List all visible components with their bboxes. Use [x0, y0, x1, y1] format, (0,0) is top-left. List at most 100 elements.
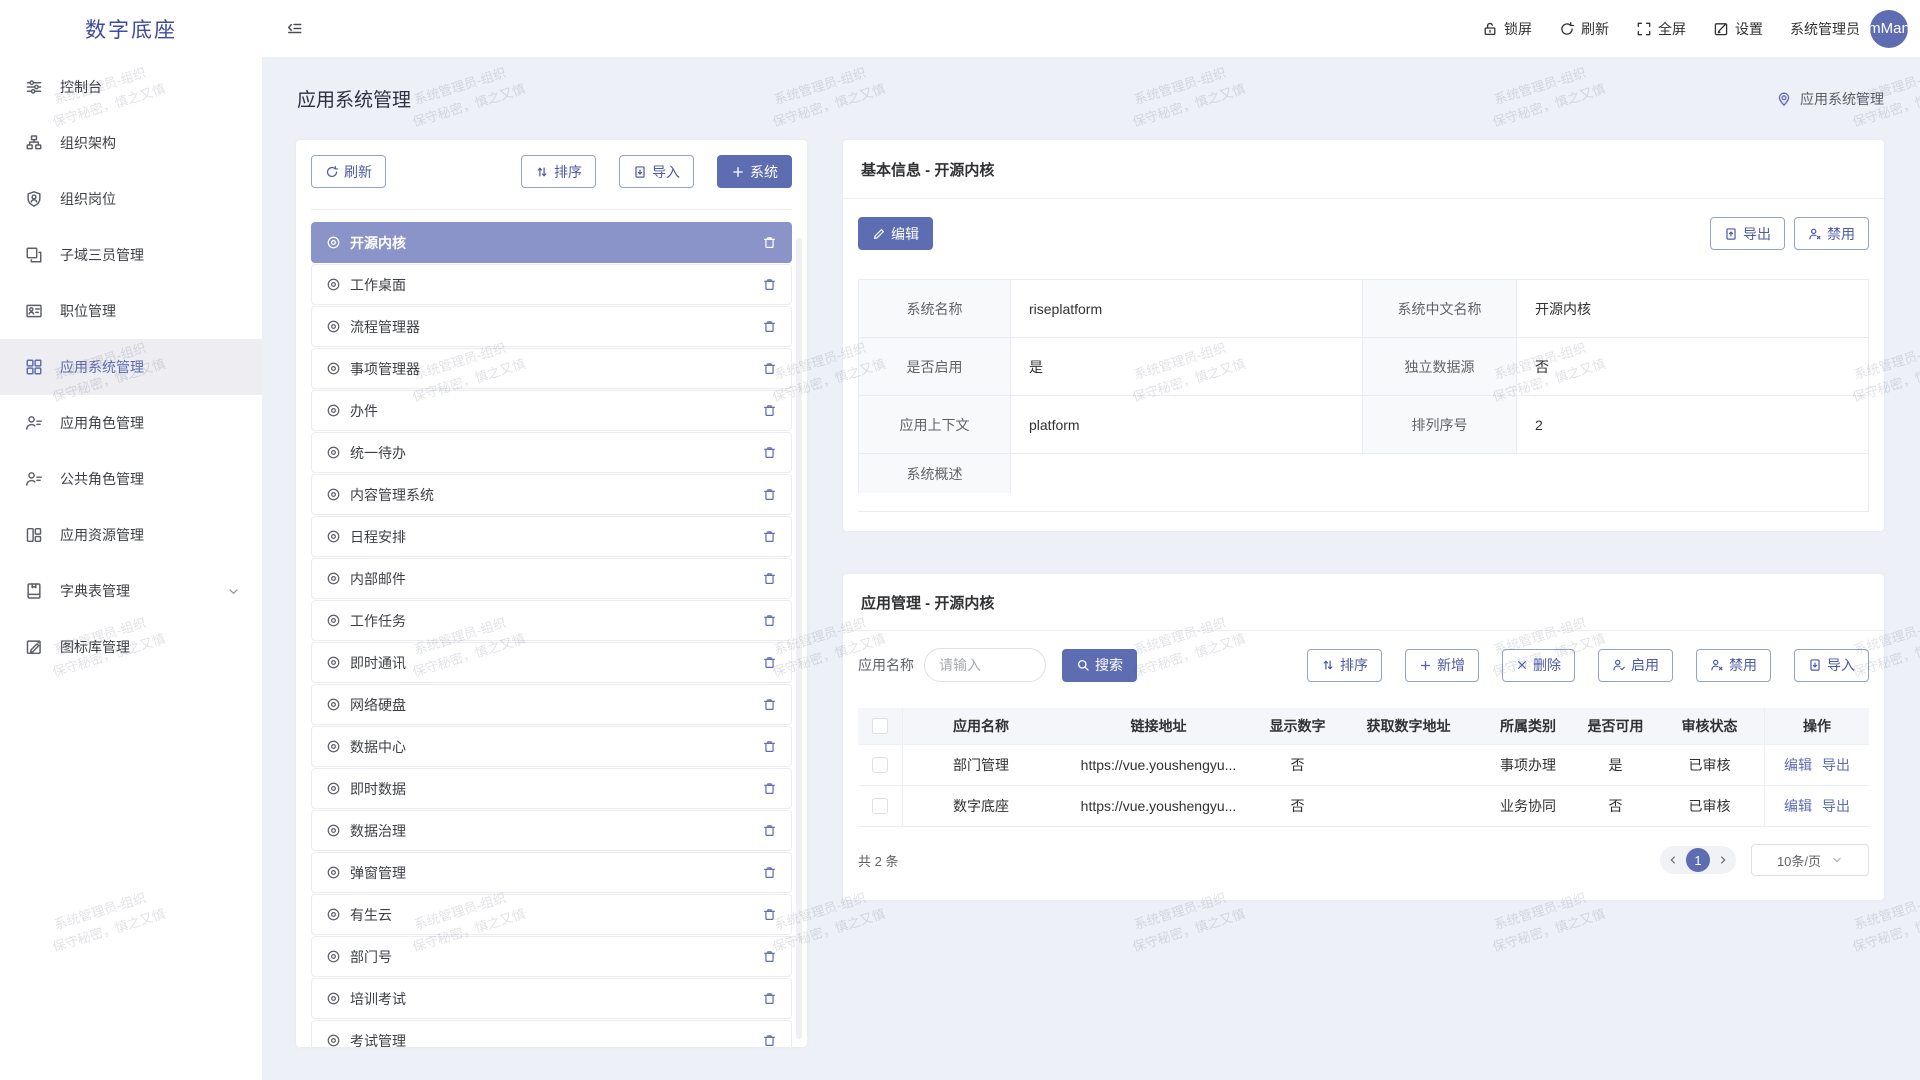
search-button[interactable]: 搜索 [1062, 648, 1137, 682]
disable-system-button[interactable]: 禁用 [1794, 217, 1869, 250]
next-page-icon[interactable] [1717, 854, 1729, 866]
edit-app-link[interactable]: 编辑 [1784, 798, 1812, 814]
current-user-name[interactable]: 系统管理员 [1790, 20, 1860, 37]
system-list-item[interactable]: 事项管理器 [311, 348, 792, 389]
delete-system-icon[interactable] [762, 991, 777, 1006]
delete-system-icon[interactable] [762, 487, 777, 502]
system-list-item[interactable]: 工作桌面 [311, 264, 792, 305]
sidebar-item-org-position[interactable]: 组织岗位 [0, 171, 262, 227]
col-header: 操作 [1764, 708, 1869, 745]
system-list-item[interactable]: 数据治理 [311, 810, 792, 851]
delete-system-icon[interactable] [762, 571, 777, 586]
sort-apps-button[interactable]: 排序 [1307, 648, 1382, 682]
col-header: 链接地址 [1059, 708, 1258, 745]
export-app-link[interactable]: 导出 [1822, 798, 1850, 814]
system-list-item[interactable]: 内部邮件 [311, 558, 792, 599]
delete-system-icon[interactable] [762, 529, 777, 544]
system-list-item[interactable]: 办件 [311, 390, 792, 431]
list-scrollbar[interactable] [796, 238, 802, 1039]
sidebar-fold-icon[interactable] [286, 20, 303, 37]
sidebar-item-dict-table-mgmt[interactable]: 字典表管理 [0, 563, 262, 619]
delete-system-icon[interactable] [762, 697, 777, 712]
enable-app-button[interactable]: 启用 [1598, 648, 1673, 682]
export-system-button[interactable]: 导出 [1710, 217, 1785, 250]
system-list-item[interactable]: 数据中心 [311, 726, 792, 767]
sidebar-item-console[interactable]: 控制台 [0, 59, 262, 115]
field-label: 独立数据源 [1362, 337, 1516, 395]
field-value-app-context: platform [1010, 395, 1362, 453]
delete-system-icon[interactable] [762, 1033, 777, 1047]
delete-system-icon[interactable] [762, 445, 777, 460]
disable-app-button[interactable]: 禁用 [1696, 648, 1771, 682]
system-list-item[interactable]: 即时通讯 [311, 642, 792, 683]
system-list-item[interactable]: 内容管理系统 [311, 474, 792, 515]
system-list-item[interactable]: 有生云 [311, 894, 792, 935]
delete-system-icon[interactable] [762, 865, 777, 880]
system-list-item[interactable]: 考试管理 [311, 1020, 792, 1047]
add-system-button[interactable]: 系统 [717, 155, 792, 188]
sidebar-item-position-mgmt[interactable]: 职位管理 [0, 283, 262, 339]
sidebar-item-public-role-mgmt[interactable]: 公共角色管理 [0, 451, 262, 507]
system-list-item[interactable]: 工作任务 [311, 600, 792, 641]
page-size-select[interactable]: 10条/页 [1751, 844, 1869, 876]
system-list-item[interactable]: 即时数据 [311, 768, 792, 809]
system-list-item[interactable]: 培训考试 [311, 978, 792, 1019]
delete-system-icon[interactable] [762, 277, 777, 292]
delete-system-icon[interactable] [762, 655, 777, 670]
edit-app-link[interactable]: 编辑 [1784, 757, 1812, 773]
page-number[interactable]: 1 [1686, 848, 1710, 872]
target-icon [326, 697, 341, 712]
col-header: 应用名称 [903, 708, 1059, 745]
sidebar-item-org-structure[interactable]: 组织架构 [0, 115, 262, 171]
delete-system-icon[interactable] [762, 613, 777, 628]
settings-button[interactable]: 设置 [1713, 19, 1763, 39]
system-list-item[interactable]: 流程管理器 [311, 306, 792, 347]
app-name-search-input[interactable] [924, 648, 1046, 682]
row-checkbox[interactable] [872, 757, 888, 773]
delete-system-icon[interactable] [762, 403, 777, 418]
system-list-item[interactable]: 部门号 [311, 936, 792, 977]
sidebar-item-app-role-mgmt[interactable]: 应用角色管理 [0, 395, 262, 451]
system-list-item[interactable]: 弹窗管理 [311, 852, 792, 893]
import-app-button[interactable]: 导入 [1794, 648, 1869, 682]
breadcrumb[interactable]: 应用系统管理 [1776, 89, 1884, 109]
pencil-icon [872, 227, 886, 241]
sort-systems-button[interactable]: 排序 [521, 155, 596, 188]
audit-status-cell: 已审核 [1655, 786, 1764, 827]
sort-arrows-icon [535, 165, 549, 179]
target-icon [326, 361, 341, 376]
system-list-item[interactable]: 统一待办 [311, 432, 792, 473]
sidebar-item-subdomain-admins[interactable]: 子域三员管理 [0, 227, 262, 283]
user-avatar[interactable]: mMan [1870, 9, 1908, 48]
system-list-item[interactable]: 日程安排 [311, 516, 792, 557]
grid-squares-icon [25, 358, 43, 376]
row-checkbox[interactable] [872, 798, 888, 814]
export-app-link[interactable]: 导出 [1822, 757, 1850, 773]
edit-system-button[interactable]: 编辑 [858, 217, 933, 250]
field-value-system-cn-name: 开源内核 [1516, 279, 1868, 337]
delete-system-icon[interactable] [762, 361, 777, 376]
lock-screen-button[interactable]: 锁屏 [1482, 19, 1532, 39]
fullscreen-button[interactable]: 全屏 [1636, 19, 1686, 39]
delete-app-button[interactable]: 删除 [1502, 648, 1575, 682]
sidebar-item-app-resource-mgmt[interactable]: 应用资源管理 [0, 507, 262, 563]
refresh-page-button[interactable]: 刷新 [1559, 19, 1609, 39]
system-list-item[interactable]: 网络硬盘 [311, 684, 792, 725]
delete-system-icon[interactable] [762, 907, 777, 922]
system-list: 开源内核 工作桌面 流程管理器 事项管理器 [311, 222, 792, 1047]
target-icon [326, 739, 341, 754]
add-app-button[interactable]: 新增 [1405, 648, 1479, 682]
delete-system-icon[interactable] [762, 781, 777, 796]
sidebar-item-icon-lib-mgmt[interactable]: 图标库管理 [0, 619, 262, 675]
sidebar-item-app-system-mgmt[interactable]: 应用系统管理 [0, 339, 262, 395]
select-all-checkbox[interactable] [872, 718, 888, 734]
system-list-item[interactable]: 开源内核 [311, 222, 792, 263]
prev-page-icon[interactable] [1667, 854, 1679, 866]
import-system-button[interactable]: 导入 [619, 155, 694, 188]
delete-system-icon[interactable] [762, 319, 777, 334]
refresh-systems-button[interactable]: 刷新 [311, 155, 386, 188]
delete-system-icon[interactable] [762, 949, 777, 964]
delete-system-icon[interactable] [762, 739, 777, 754]
delete-system-icon[interactable] [762, 235, 777, 250]
delete-system-icon[interactable] [762, 823, 777, 838]
